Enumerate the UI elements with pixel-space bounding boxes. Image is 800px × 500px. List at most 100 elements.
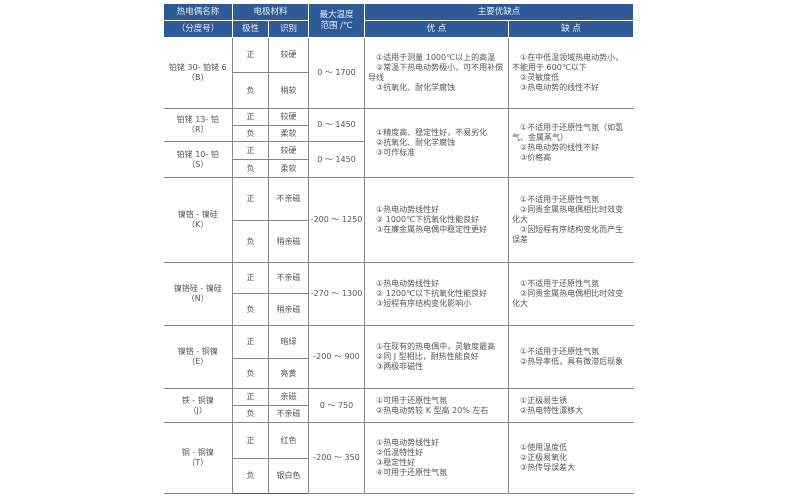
pro-item: ②热电动势较 K 型高 20% 左右 [376, 405, 489, 415]
cons-cell: ①使用温度低 ②正极易氧化 ③热传导误差大 [508, 422, 634, 494]
thermocouple-name: 镍铬 - 镍硅 （K） [163, 177, 233, 263]
pro-item: ②低温特性好 [376, 448, 424, 457]
pros-cell: ①精度高、稳定性好，不易劣化 ②抗氧化、耐化学腐蚀 ③可作标准 [364, 108, 510, 178]
thermocouple-name: 铂铑 30- 铂铑 6 （B） [163, 37, 233, 109]
con-item: ②同贵金属热电偶相比时效变化大 [512, 205, 624, 224]
con-item: ①正极易生锈 [520, 395, 568, 405]
cons-cell: ①不适用于还原性气氛 ②热导率低，具有微滞后现象 [508, 325, 634, 389]
identify-negative: 稍亲磁 [267, 293, 310, 326]
polarity-negative: 负 [232, 220, 269, 263]
table-row: 负不亲磁 [164, 405, 634, 423]
con-item: ①使用温度低 [520, 443, 568, 452]
header-cons: 缺 点 [508, 20, 635, 38]
table-row: 铂铑 10- 铂（S）正较硬 0 ～ 1450 [163, 141, 634, 178]
con-item: ①不适用于还原性气氛 [520, 279, 600, 288]
header-material: 电极材料 [231, 3, 310, 21]
code-label: （B） [187, 73, 209, 82]
pro-item: ②抗氧化、耐化学腐蚀 [376, 138, 456, 147]
table-row: 负柔软 [164, 159, 634, 178]
con-item: ①不适用于还原性气氛 [520, 347, 600, 356]
table-row: 负稍亲磁 [164, 220, 634, 263]
table-body: 铂铑 30- 铂铑 6 （B）正较硬 0 ～ 1700 ①适用于测量 1000℃以上的… [163, 37, 634, 494]
con-item: ②正极易氧化 [520, 453, 568, 462]
table-row: 镍铬硅 - 镍硅 （N）正不亲磁 -270 ～ 1300 ①热电动势线性好 ② 1200… [163, 262, 634, 326]
polarity-negative: 负 [232, 405, 269, 423]
table-row: 负银白色 [164, 458, 634, 494]
identify-positive: 红色 [267, 422, 310, 459]
name-label: 镍铬 - 铜镍 [177, 347, 218, 356]
pro-item: ①热电动势线性好 [376, 205, 440, 214]
con-item: ②热电特性漂移大 [520, 405, 584, 415]
header-polarity: 极性 [232, 20, 269, 38]
pro-item: ② 1000℃下抗氧化性能良好 [376, 215, 480, 224]
con-item: ②热导率低，具有微滞后现象 [520, 357, 624, 366]
identify-negative: 稍软 [267, 72, 310, 109]
pros-cell: ①热电动势线性好 ② 1200℃以下抗氧化性能良好 ③短程有序结构变化影响小 [364, 262, 510, 326]
cons-cell: ①不适用于还原性气氛 ②同贵金属热电偶相比时效变化大 [508, 262, 634, 326]
pros-cell: ①在现有的热电偶中，灵敏度最高 ②同 J 型相比，耐热性能良好 ③两极非磁性 [364, 325, 510, 389]
con-item: ①在中低温领域热电动势小，不能用于 600℃以下 [512, 53, 624, 72]
pro-item: ③可作标准 [376, 148, 416, 157]
polarity-negative: 负 [232, 358, 269, 389]
polarity-positive: 正 [232, 388, 269, 406]
identify-positive: 不亲磁 [267, 262, 310, 294]
identify-positive: 亲磁 [267, 388, 310, 406]
pro-item: ③在廉金属热电偶中稳定性更好 [376, 225, 488, 234]
pro-item: ④可用于还原性气氛 [376, 468, 448, 477]
code-label: （E） [187, 357, 209, 366]
table-row: 铁 - 铜镍 （J）正亲磁 0 ～ 750 ①可用于还原性气氛 ②热电动势较 K 型高 … [163, 388, 634, 423]
header-pros: 优 点 [364, 20, 510, 38]
identify-negative: 柔软 [267, 159, 310, 178]
temp-range: -200 ～ 900 [308, 325, 366, 389]
pro-item: ①精度高、稳定性好，不易劣化 [376, 128, 488, 137]
name-label: 铂铑 10- 铂 [176, 149, 219, 159]
identify-positive: 较硬 [267, 108, 310, 126]
code-label: （T） [187, 458, 209, 467]
identify-positive: 暗绿 [267, 325, 310, 359]
identify-negative: 银白色 [267, 458, 310, 494]
con-item: ①不适用于还原性气氛 [520, 195, 600, 204]
pro-item: ①适用于测量 1000℃以上的高温 [376, 53, 496, 62]
temp-range: 0 ～ 1450 [308, 141, 366, 178]
con-item: ②同贵金属热电偶相比时效变化大 [512, 289, 624, 308]
pros-cell: ①可用于还原性气氛 ②热电动势较 K 型高 20% 左右 [364, 388, 510, 423]
pro-item: ③稳定性好 [376, 458, 416, 467]
pro-item: ③两极非磁性 [376, 362, 424, 371]
identify-positive: 较硬 [267, 141, 310, 160]
code-label: （S） [187, 159, 209, 169]
polarity-negative: 负 [232, 72, 269, 109]
thermocouple-name: 镍铬 - 铜镍 （E） [163, 325, 233, 389]
name-label: 铜 - 铜镍 [181, 448, 214, 457]
thermocouple-name: 铁 - 铜镍 （J） [163, 388, 233, 423]
pro-item: ② 1200℃以下抗氧化性能良好 [376, 289, 488, 298]
name-label: 铂铑 30- 铂铑 6 [168, 63, 227, 72]
con-item: ③热传导误差大 [520, 463, 576, 472]
code-label: （R） [186, 125, 209, 134]
thermocouple-name: 铜 - 铜镍 （T） [163, 422, 233, 494]
header-main: 主要优缺点 [364, 3, 635, 21]
header-temp: 最大温度 范围 /℃ [308, 3, 366, 38]
temp-range: 0 ～ 1450 [308, 108, 366, 142]
table-row: 镍铬 - 铜镍 （E）正暗绿 -200 ～ 900 ①在现有的热电偶中，灵敏度最高 ②同… [163, 325, 634, 389]
thermocouple-table: 热电偶名称 电极材料 最大温度 范围 /℃ 主要优缺点 （分度号） 极性 识别 优… [163, 3, 635, 494]
polarity-positive: 正 [232, 37, 269, 73]
code-label: （N） [186, 294, 209, 303]
pro-item: ①在现有的热电偶中，灵敏度最高 [376, 342, 496, 351]
name-label: 镍铬硅 - 镍硅 [173, 284, 222, 293]
pros-cell: ①适用于测量 1000℃以上的高温 ②常温下热电动势极小，可不用补偿导线 ③抗氧化、… [364, 37, 510, 109]
pro-item: ①热电动势线性好 [376, 279, 440, 288]
pro-item: ③抗氧化、耐化学腐蚀 [376, 83, 456, 92]
temp-range: -200 ～ 1250 [308, 177, 366, 263]
identify-negative: 亮黄 [267, 358, 310, 389]
thermocouple-name: 铂铑 13- 铂（R） [163, 108, 233, 142]
polarity-negative: 负 [232, 293, 269, 326]
temp-range: -270 ～ 1300 [308, 262, 366, 326]
name-label: 铂铑 13- 铂 [176, 115, 219, 124]
pros-cell: ①热电动势线性好 ②低温特性好 ③稳定性好 ④可用于还原性气氛 [364, 422, 510, 494]
cons-cell: ①不适用于还原性气氛 ②同贵金属热电偶相比时效变化大 ③因短程有序结构变化而产生误差 [508, 177, 634, 263]
pro-item: ①可用于还原性气氛 [376, 395, 448, 405]
identify-positive: 不亲磁 [267, 177, 310, 221]
con-item: ②热电动势的线性不好 [520, 143, 600, 152]
table-row: 铜 - 铜镍 （T）正红色 -200 ～ 350 ①热电动势线性好 ②低温特性好 ③稳定性… [163, 422, 634, 494]
polarity-positive: 正 [232, 422, 269, 459]
